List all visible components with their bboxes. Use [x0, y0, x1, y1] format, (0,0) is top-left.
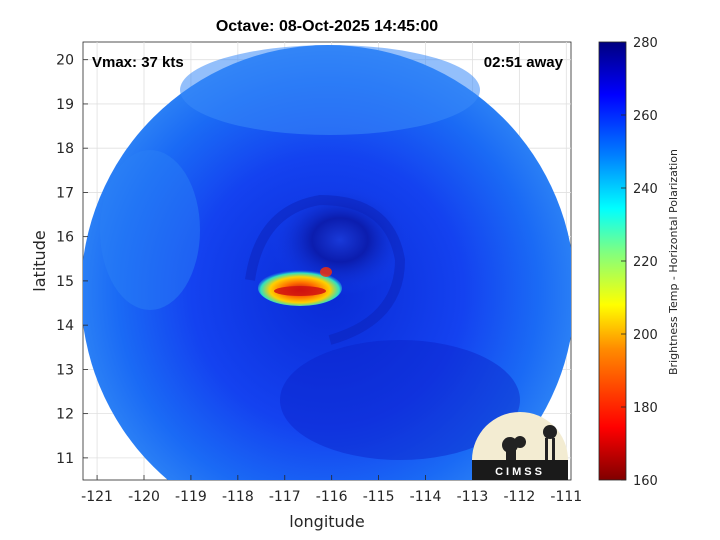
y-tick-label: 18 [56, 141, 74, 157]
x-tick-label: -112 [503, 489, 535, 505]
colorbar-tick-label: 260 [633, 109, 658, 124]
y-tick-label: 20 [56, 53, 74, 69]
x-tick-label: -111 [550, 489, 582, 505]
y-tick-label: 15 [56, 274, 74, 290]
colorbar-tick-label: 220 [633, 255, 658, 270]
y-tick-label: 17 [56, 185, 74, 201]
chart-title: Octave: 08-Oct-2025 14:45:00 [216, 18, 438, 35]
y-tick-label: 14 [56, 318, 74, 334]
x-tick-label: -118 [222, 489, 254, 505]
vmax-annotation: Vmax: 37 kts [92, 54, 184, 71]
x-tick-label: -115 [363, 489, 395, 505]
time-away-annotation: 02:51 away [484, 54, 564, 71]
cimss-logo: CIMSS [472, 412, 568, 480]
colorbar-tick-label: 200 [633, 328, 658, 343]
microwave-swath [83, 45, 571, 480]
x-tick-label: -116 [316, 489, 348, 505]
colorbar-label: Brightness Temp - Horizontal Polarizatio… [667, 149, 680, 375]
y-tick-label: 13 [56, 362, 74, 378]
x-axis-ticks: -121 -120 -119 -118 -117 -116 -115 -114 -113 -112… [81, 475, 582, 505]
logo-text: CIMSS [495, 466, 545, 478]
y-tick-label: 11 [56, 451, 74, 467]
x-tick-label: -114 [410, 489, 442, 505]
x-axis-label: longitude [289, 512, 364, 531]
x-tick-label: -113 [457, 489, 489, 505]
colorbar-tick-label: 240 [633, 182, 658, 197]
x-tick-label: -121 [81, 489, 113, 505]
colorbar-tick-label: 180 [633, 401, 658, 416]
x-tick-label: -119 [175, 489, 207, 505]
y-axis-label: latitude [30, 230, 49, 291]
y-tick-label: 19 [56, 97, 74, 113]
swath-light-band [180, 45, 480, 135]
x-tick-label: -120 [128, 489, 160, 505]
y-axis-ticks: 20 19 18 17 16 15 14 13 12 11 [56, 53, 88, 467]
x-tick-label: -117 [269, 489, 301, 505]
colorbar-tick-label: 160 [633, 474, 658, 489]
y-tick-label: 12 [56, 407, 74, 423]
colorbar-ticks: 280 260 240 220 200 180 160 [621, 36, 658, 489]
y-tick-label: 16 [56, 230, 74, 246]
colorbar-tick-label: 280 [633, 36, 658, 51]
